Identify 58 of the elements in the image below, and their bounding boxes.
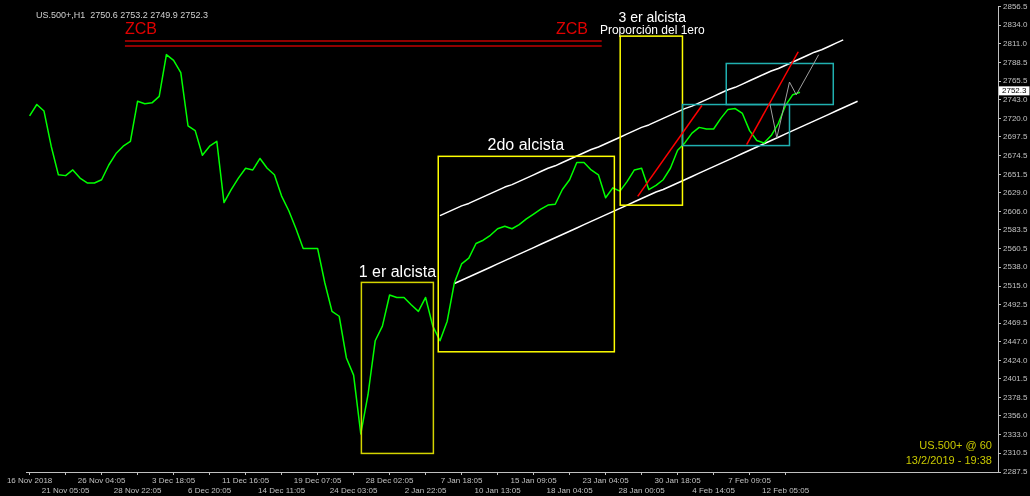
y-tick-label: 2720.0 xyxy=(1003,113,1029,123)
y-tick-label: 2629.0 xyxy=(1003,188,1029,197)
y-tick-label: 2560.5 xyxy=(1003,244,1029,254)
x-tick-label: 11 Dec 16:05 xyxy=(222,476,270,485)
y-tick-label: 2310.5 xyxy=(1003,448,1029,458)
y-tick-label: 2651.5 xyxy=(1003,169,1029,179)
annotation: ZCB xyxy=(555,20,588,38)
annotation: 1 er alcista xyxy=(358,262,437,280)
y-tick-label: 2378.5 xyxy=(1003,392,1029,402)
x-tick-label: 24 Dec 03:05 xyxy=(329,485,378,495)
x-tick-label: 4 Feb 14:05 xyxy=(692,485,736,495)
annotation: Proporción del 1ero xyxy=(599,23,705,38)
y-tick-label: 2856.5 xyxy=(1003,2,1029,11)
y-tick-label: 2515.0 xyxy=(1003,281,1029,291)
y-tick-label: 2538.0 xyxy=(1003,262,1029,272)
y-tick-label: 2583.5 xyxy=(1003,225,1029,235)
y-tick-label: 2333.0 xyxy=(1003,430,1029,439)
y-tick-label: 2447.0 xyxy=(1003,336,1029,346)
x-tick-label: 21 Nov 05:05 xyxy=(41,485,90,495)
y-tick-label: 2424.0 xyxy=(1003,355,1029,365)
y-tick-label: 2492.5 xyxy=(1003,299,1029,309)
y-tick-label: 2356.0 xyxy=(1003,411,1029,421)
x-tick-label: 3 Dec 18:05 xyxy=(152,476,196,485)
y-tick-label: 2811.0 xyxy=(1003,39,1028,49)
x-tick-label: 30 Jan 18:05 xyxy=(654,476,702,485)
chart-title: US.500+,H1 2750.6 2753.2 2749.9 2752.3 xyxy=(36,9,208,20)
y-tick-label: 2674.5 xyxy=(1003,150,1029,160)
x-tick-label: 6 Dec 20:05 xyxy=(188,485,232,495)
x-tick-label: 19 Dec 07:05 xyxy=(293,476,342,485)
annotation: US.500+ @ 60 xyxy=(919,438,992,451)
x-tick-label: 15 Jan 09:05 xyxy=(510,476,558,485)
annotation: 2do alcista xyxy=(487,136,565,154)
x-tick-label: 12 Feb 05:05 xyxy=(762,485,810,495)
x-tick-label: 18 Jan 04:05 xyxy=(546,485,594,495)
x-tick-label: 2 Jan 22:05 xyxy=(404,485,448,495)
y-tick-label: 2606.0 xyxy=(1003,206,1029,216)
x-tick-label: 7 Feb 09:05 xyxy=(728,476,772,485)
x-tick-label: 7 Jan 18:05 xyxy=(440,476,484,485)
x-tick-label: 14 Dec 11:05 xyxy=(258,485,306,495)
y-tick-label: 2697.5 xyxy=(1003,132,1029,141)
y-tick-label: 2743.0 xyxy=(1003,94,1029,104)
y-tick-label: 2765.5 xyxy=(1003,76,1029,86)
y-tick-label: 2401.5 xyxy=(1003,374,1029,383)
y-tick-label: 2287.5 xyxy=(1003,467,1029,477)
text: 2752.3 xyxy=(1002,86,1028,96)
annotation: 3 er alcista xyxy=(618,9,687,26)
y-tick-label: 2834.0 xyxy=(1003,20,1029,30)
annotation: ZCB xyxy=(124,20,157,38)
y-tick-label: 2788.5 xyxy=(1003,57,1029,67)
x-tick-label: 23 Jan 04:05 xyxy=(582,476,630,485)
x-tick-label: 26 Nov 04:05 xyxy=(77,476,126,485)
x-tick-label: 28 Jan 00:05 xyxy=(618,485,666,495)
x-tick-label: 16 Nov 2018 xyxy=(6,476,53,485)
annotation: 13/2/2019 - 19:38 xyxy=(905,453,992,466)
x-tick-label: 28 Dec 02:05 xyxy=(365,476,414,485)
x-tick-label: 28 Nov 22:05 xyxy=(113,485,162,495)
y-tick-label: 2469.5 xyxy=(1003,318,1029,328)
x-tick-label: 10 Jan 13:05 xyxy=(474,485,522,495)
